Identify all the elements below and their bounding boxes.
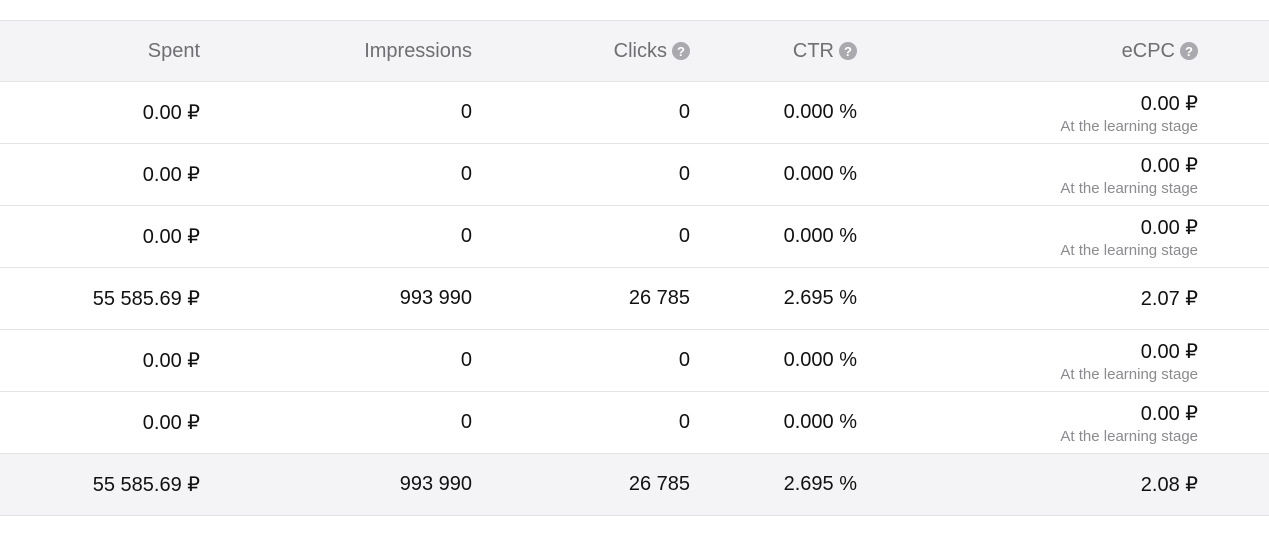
cell-ctr: 0.000 % [783,101,857,123]
header-spent[interactable]: Spent [148,21,200,81]
total-ctr: 2.695 % [783,473,857,495]
header-ecpc-label: eCPC [1121,39,1175,62]
total-clicks: 26 785 [628,473,690,495]
cell-ecpc: 0.00 ₽ [1140,92,1198,115]
table-row: 0.00 ₽ 0 0 0.000 % 0.00 ₽ At the learning sta… [0,144,1269,206]
cell-spent: 0.00 ₽ [142,226,200,248]
cell-ecpc-note: At the learning stage [1060,117,1198,135]
cell-impressions: 0 [460,101,472,123]
header-clicks[interactable]: Clicks? [614,21,690,81]
cell-spent: 0.00 ₽ [142,412,200,434]
cell-ecpc: 0.00 ₽ [1140,216,1198,239]
cell-spent: 55 585.69 ₽ [92,288,200,310]
cell-impressions: 0 [460,225,472,247]
table-row: 0.00 ₽ 0 0 0.000 % 0.00 ₽ At the learning sta… [0,206,1269,268]
cell-clicks: 0 [678,349,690,371]
cell-ecpc-note: At the learning stage [1060,241,1198,259]
stats-table: Spent Impressions Clicks? CTR? eCPC? 0.0… [0,20,1269,516]
cell-clicks: 26 785 [628,287,690,309]
total-ecpc: 2.08 ₽ [1140,474,1198,496]
cell-ctr: 0.000 % [783,411,857,433]
question-circle-icon[interactable]: ? [672,42,690,60]
cell-clicks: 0 [678,225,690,247]
cell-ecpc: 0.00 ₽ [1140,154,1198,177]
table-row: 0.00 ₽ 0 0 0.000 % 0.00 ₽ At the learning sta… [0,330,1269,392]
cell-spent: 0.00 ₽ [142,350,200,372]
cell-impressions: 0 [460,411,472,433]
cell-ecpc: 0.00 ₽ [1140,402,1198,425]
cell-impressions: 0 [460,163,472,185]
question-circle-icon[interactable]: ? [1180,42,1198,60]
header-spent-label: Spent [147,39,200,62]
cell-ecpc-note: At the learning stage [1060,179,1198,197]
cell-ctr: 0.000 % [783,349,857,371]
question-circle-icon[interactable]: ? [839,42,857,60]
cell-ecpc: 0.00 ₽ [1140,340,1198,363]
header-ecpc[interactable]: eCPC? [1122,21,1198,81]
header-ctr-label: CTR [792,39,834,62]
table-row: 0.00 ₽ 0 0 0.000 % 0.00 ₽ At the learning sta… [0,82,1269,144]
cell-impressions: 0 [460,349,472,371]
cell-clicks: 0 [678,163,690,185]
total-impressions: 993 990 [399,473,472,495]
cell-clicks: 0 [678,101,690,123]
header-impressions[interactable]: Impressions [364,21,472,81]
cell-ecpc: 2.07 ₽ [1140,288,1198,310]
cell-ctr: 0.000 % [783,225,857,247]
header-ctr[interactable]: CTR? [793,21,857,81]
header-impressions-label: Impressions [364,39,472,62]
cell-impressions: 993 990 [399,287,472,309]
table-total-row: 55 585.69 ₽ 993 990 26 785 2.695 % 2.08 … [0,454,1269,516]
total-spent: 55 585.69 ₽ [92,474,200,496]
cell-ctr: 0.000 % [783,163,857,185]
cell-spent: 0.00 ₽ [142,102,200,124]
table-row: 0.00 ₽ 0 0 0.000 % 0.00 ₽ At the learning sta… [0,392,1269,454]
cell-ecpc-note: At the learning stage [1060,365,1198,383]
cell-ecpc-note: At the learning stage [1060,427,1198,445]
table-header: Spent Impressions Clicks? CTR? eCPC? [0,20,1269,82]
cell-clicks: 0 [678,411,690,433]
cell-ctr: 2.695 % [783,287,857,309]
table-row: 55 585.69 ₽ 993 990 26 785 2.695 % 2.07 ₽ [0,268,1269,330]
cell-spent: 0.00 ₽ [142,164,200,186]
header-clicks-label: Clicks [613,39,667,62]
